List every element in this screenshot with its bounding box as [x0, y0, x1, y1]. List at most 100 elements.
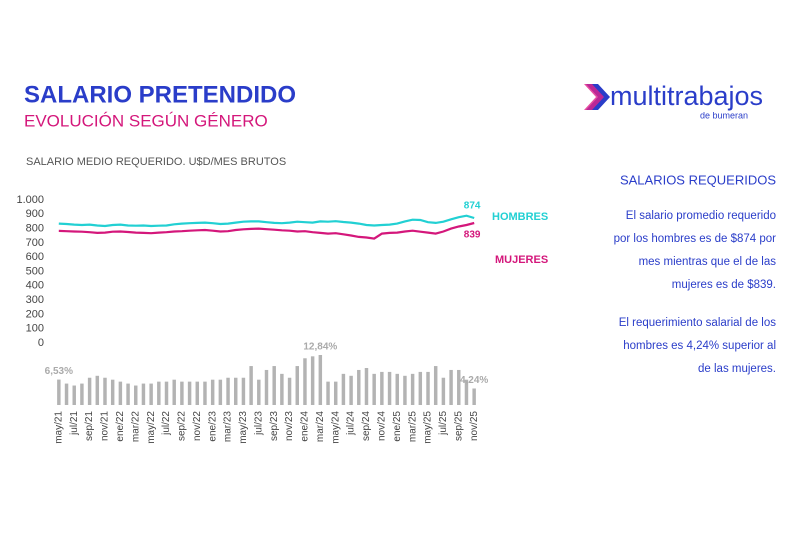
x-tick-label: nov/24: [377, 411, 388, 441]
gap-bar: [180, 381, 184, 405]
gap-bar: [272, 366, 276, 405]
gap-bar: [318, 355, 323, 405]
title: SALARIO PRETENDIDO: [24, 81, 296, 108]
y-tick-label: 700: [26, 237, 44, 249]
logo-tagline: de bumeran: [700, 110, 748, 120]
gap-bar: [464, 379, 469, 405]
y-tick-label: 0: [38, 337, 44, 349]
sidebar-text: mujeres es de $839.: [672, 279, 776, 291]
x-tick-label: may/21: [53, 411, 64, 444]
gap-bar: [95, 375, 100, 405]
end-value-label: 839: [464, 230, 481, 241]
y-tick-label: 500: [26, 265, 44, 277]
gap-bar: [187, 381, 192, 405]
x-tick-label: mar/23: [223, 411, 234, 443]
y-tick-label: 600: [26, 251, 44, 263]
x-tick-label: may/25: [423, 411, 434, 444]
y-tick-label: 900: [26, 208, 44, 220]
sidebar-heading: SALARIOS REQUERIDOS: [620, 172, 776, 187]
gap-bar: [364, 368, 369, 405]
gap-bar: [110, 379, 115, 405]
gap-bar: [357, 369, 361, 405]
subtitle: EVOLUCIÓN SEGÚN GÉNERO: [24, 111, 268, 130]
x-tick-label: ene/24: [300, 411, 311, 442]
x-tick-label: may/22: [146, 411, 157, 444]
x-tick-label: nov/21: [100, 411, 111, 441]
x-tick-label: may/24: [330, 411, 341, 444]
gap-bar: [449, 369, 453, 405]
sidebar-text: de las mujeres.: [698, 363, 776, 375]
series-line: [58, 221, 475, 240]
gap-bar: [457, 369, 461, 405]
sidebar-text: El salario promedio requerido: [626, 210, 776, 222]
gap-bar: [218, 379, 223, 405]
gap-bar: [149, 383, 153, 405]
gap-bar: [134, 385, 138, 405]
x-tick-label: jul/21: [69, 411, 80, 436]
x-tick-label: mar/22: [130, 411, 141, 443]
gap-bar: [264, 369, 269, 405]
gap-bar: [380, 371, 384, 405]
x-tick-label: may/23: [238, 411, 249, 444]
sidebar-text: El requerimiento salarial de los: [619, 317, 776, 329]
x-tick-label: nov/25: [469, 411, 480, 441]
gap-bar: [372, 373, 376, 405]
gap-bar: [72, 385, 76, 405]
gap-bar: [103, 377, 107, 405]
sidebar-text: mes mientras que el de las: [639, 256, 777, 268]
gap-bar: [87, 377, 92, 405]
x-tick-label: sep/25: [453, 411, 464, 441]
chart-title: SALARIO MEDIO REQUERIDO. U$D/MES BRUTOS: [26, 156, 286, 168]
gap-bar: [410, 373, 415, 405]
x-tick-label: mar/25: [407, 411, 418, 443]
x-tick-label: jul/22: [161, 411, 172, 436]
bar-value-label: 4,24%: [460, 375, 488, 386]
gap-bar: [433, 366, 438, 405]
end-value-label: 874: [464, 201, 481, 212]
bar-value-label: 12,84%: [303, 342, 337, 353]
x-tick-label: mar/24: [315, 411, 326, 443]
x-tick-label: sep/22: [177, 411, 188, 441]
gap-bar: [126, 383, 130, 405]
x-tick-label: nov/23: [284, 411, 295, 441]
gap-bar: [349, 375, 353, 405]
gap-bar: [141, 383, 146, 405]
gap-bar: [310, 356, 315, 405]
gap-bar: [326, 381, 330, 405]
x-tick-label: jul/23: [253, 411, 264, 436]
gap-bar: [257, 379, 261, 405]
gap-bar: [57, 379, 61, 405]
gap-bar: [164, 381, 169, 405]
gap-bar: [64, 383, 69, 405]
gap-bar: [226, 377, 230, 405]
gap-bar: [303, 358, 307, 405]
legend-label: HOMBRES: [492, 211, 548, 223]
x-tick-label: sep/21: [84, 411, 95, 441]
gap-bar: [426, 371, 430, 405]
series-line: [58, 214, 475, 228]
gap-bar: [249, 366, 253, 405]
gap-bar: [234, 377, 238, 405]
gap-bar: [395, 373, 399, 405]
y-tick-label: 300: [26, 294, 44, 306]
gap-bar: [157, 381, 161, 405]
y-tick-label: 400: [26, 280, 44, 292]
legend-label: MUJERES: [495, 254, 548, 266]
logo-icon-accent: [584, 84, 604, 110]
gap-bar: [172, 379, 176, 405]
gap-bar: [472, 388, 476, 405]
logo-name: multitrabajos: [610, 81, 763, 111]
gap-bar: [287, 377, 292, 405]
gap-bar: [241, 377, 246, 405]
gap-bar: [418, 371, 423, 405]
gap-bar: [295, 366, 299, 405]
x-tick-label: ene/22: [115, 411, 126, 442]
x-tick-label: jul/24: [346, 411, 357, 436]
x-tick-label: sep/24: [361, 411, 372, 441]
y-tick-label: 200: [26, 308, 44, 320]
x-tick-label: ene/25: [392, 411, 403, 442]
gap-bar: [195, 381, 200, 405]
gap-bar: [203, 381, 207, 405]
gap-bar: [333, 381, 338, 405]
